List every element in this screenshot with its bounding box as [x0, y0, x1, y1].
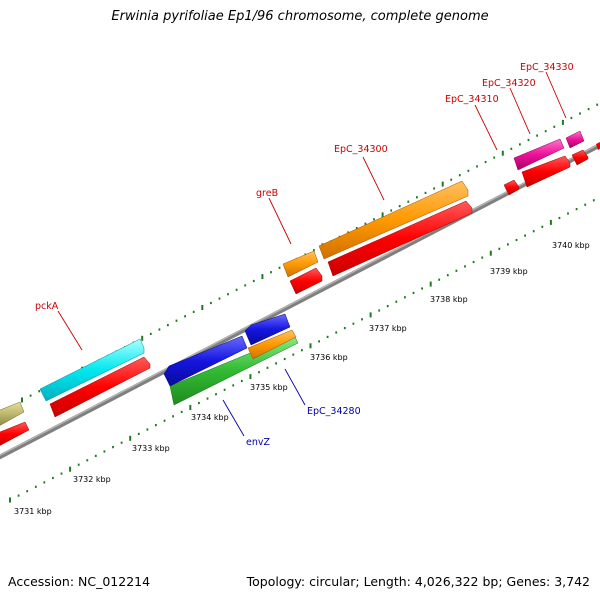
leader-EpC_34320: [509, 87, 531, 135]
leader-EpC_34280: [284, 368, 306, 406]
leader-greB: [268, 197, 292, 245]
label-EpC_34320[interactable]: EpC_34320: [482, 78, 536, 89]
label-EpC_34310[interactable]: EpC_34310: [445, 94, 499, 105]
scale-label-3738: 3738 kbp: [430, 295, 468, 304]
red-feature[interactable]: [49, 356, 151, 418]
gene-edge-strip: [596, 142, 600, 150]
tick-row-lower: [9, 199, 595, 503]
label-EpC_34280[interactable]: EpC_34280: [307, 406, 361, 417]
blue-gene[interactable]: [244, 313, 291, 346]
gene-pckA[interactable]: [39, 338, 145, 402]
scale-label-3736: 3736 kbp: [310, 353, 348, 362]
scale-label-3740: 3740 kbp: [552, 241, 590, 250]
red-feature[interactable]: [327, 200, 473, 277]
red-feature[interactable]: [521, 155, 571, 188]
label-greB[interactable]: greB: [256, 188, 278, 199]
gene-labels: pckA greB EpC_34300 EpC_34310 EpC_34320 …: [35, 62, 574, 448]
gene-EpC_34280[interactable]: [247, 329, 297, 360]
olive-gene[interactable]: [0, 401, 25, 426]
scale-label-3734: 3734 kbp: [191, 413, 229, 422]
gene-greB[interactable]: [282, 250, 319, 278]
red-feature[interactable]: [571, 149, 589, 166]
leader-EpC_34300: [362, 156, 385, 201]
red-feature[interactable]: [289, 267, 323, 295]
scale-label-3732: 3732 kbp: [73, 475, 111, 484]
gene-EpC_34320[interactable]: [513, 138, 565, 171]
lower-genes: [163, 313, 299, 406]
scale-label-3733: 3733 kbp: [132, 444, 170, 453]
label-EpC_34300[interactable]: EpC_34300: [334, 144, 388, 155]
gene-EpC_34300[interactable]: [318, 180, 469, 260]
map-title: Erwinia pyrifoliae Ep1/96 chromosome, co…: [111, 9, 489, 24]
red-feature[interactable]: [0, 421, 30, 446]
label-EpC_34330[interactable]: EpC_34330: [520, 62, 574, 73]
blue-gene[interactable]: [163, 335, 248, 387]
scale-label-3731: 3731 kbp: [14, 507, 52, 516]
leader-envZ: [222, 399, 245, 437]
red-feature-strip: [0, 149, 589, 446]
scale-label-3737: 3737 kbp: [369, 324, 407, 333]
scale-label-3735: 3735 kbp: [250, 383, 288, 392]
upper-genes: [0, 130, 600, 426]
red-feature[interactable]: [503, 179, 520, 196]
scale-labels: 3731 kbp 3732 kbp 3733 kbp 3734 kbp 3735…: [14, 241, 590, 516]
leader-EpC_34330: [545, 71, 567, 119]
genome-summary: Topology: circular; Length: 4,026,322 bp…: [246, 574, 590, 589]
leader-pckA: [57, 310, 83, 351]
label-leaders: [57, 71, 567, 437]
accession-text: Accession: NC_012214: [8, 574, 151, 589]
genome-backbone: [0, 142, 600, 460]
leader-EpC_34310: [474, 104, 498, 151]
scale-label-3739: 3739 kbp: [490, 267, 528, 276]
label-envZ[interactable]: envZ: [246, 437, 270, 448]
label-pckA[interactable]: pckA: [35, 301, 59, 312]
gene-EpC_34330[interactable]: [565, 130, 585, 149]
